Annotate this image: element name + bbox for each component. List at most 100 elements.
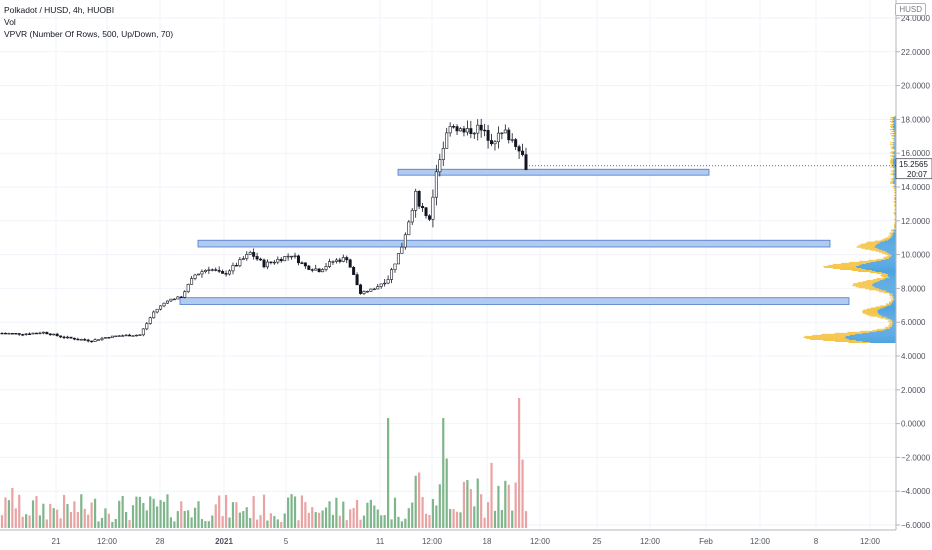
vpvr-row-up (893, 147, 896, 149)
vpvr-row-up (892, 144, 896, 146)
vpvr-row-down (888, 301, 893, 303)
vpvr-row-down (889, 302, 893, 304)
vpvr-row-down (890, 173, 893, 175)
vpvr-row-up (871, 269, 896, 271)
vpvr-row-down (864, 248, 879, 250)
volume-bar (231, 502, 235, 528)
vpvr-row-down (891, 156, 894, 158)
currency-badge[interactable]: HUSD (895, 3, 926, 16)
vpvr-row-down (883, 277, 890, 279)
volume-bar (100, 517, 104, 528)
volume-bar (138, 496, 141, 528)
volume-bar (387, 418, 390, 528)
candle-body (400, 246, 404, 254)
symbol-title[interactable]: Polkadot / HUSD, 4h, HUOBI (4, 5, 115, 15)
volume-bar (135, 496, 138, 528)
chart-grid (0, 0, 896, 530)
vpvr-row-down (894, 199, 895, 201)
vpvr-row-down (892, 169, 895, 171)
x-tick-label: 21 (52, 537, 61, 546)
candle-body (493, 141, 497, 145)
vpvr-row-up (889, 327, 896, 329)
volume-indicator-label[interactable]: Vol (4, 17, 16, 27)
vpvr-row-up (894, 149, 896, 151)
vpvr-row-down (893, 184, 895, 186)
vpvr-indicator-label[interactable]: VPVR (Number Of Rows, 500, Up/Down, 70) (4, 29, 174, 39)
volume-bar (424, 513, 428, 528)
vpvr-row-down (894, 208, 896, 210)
volume-bar (218, 495, 221, 528)
volume-bar (404, 518, 407, 528)
y-tick-label: −4.0000 (901, 487, 931, 496)
vpvr-row-up (893, 296, 896, 298)
volume-bar (459, 512, 462, 528)
vpvr-row-up (876, 330, 896, 332)
candle-body (286, 255, 290, 258)
vpvr-row-up (894, 226, 896, 228)
vpvr-row-down (894, 134, 895, 136)
vpvr-row-down (880, 305, 888, 307)
volume-bar (28, 515, 31, 528)
volume-bar (245, 507, 248, 528)
candle-body (165, 300, 169, 304)
candle-body (172, 298, 176, 301)
vpvr-row-up (894, 197, 896, 199)
vpvr-row-down (890, 323, 893, 325)
vpvr-row-down (821, 333, 856, 335)
vpvr-row-up (893, 119, 896, 121)
vpvr-row-up (846, 337, 896, 339)
volume-bar (224, 494, 228, 528)
candle-body (514, 139, 518, 147)
vpvr-row-down (877, 316, 886, 318)
vpvr-row-up (893, 163, 896, 165)
candle-body (379, 283, 383, 287)
vpvr-row-down (893, 145, 895, 147)
volume-bar (83, 508, 86, 528)
vpvr-row-down (892, 153, 894, 155)
volume-bar (66, 504, 69, 528)
vpvr-row-down (890, 133, 893, 135)
candle-body (300, 262, 304, 264)
vpvr-row-down (894, 168, 895, 170)
volume-bar (304, 502, 307, 528)
vpvr-row-down (861, 247, 877, 249)
volume-bar (380, 515, 383, 528)
vpvr-row-up (856, 265, 896, 267)
vpvr-row-up (887, 274, 896, 276)
candle-body (41, 331, 45, 334)
vpvr-row-up (893, 135, 896, 137)
vpvr-row-down (889, 162, 893, 164)
candle-body (79, 339, 83, 341)
candle-body (0, 332, 4, 335)
vpvr-row-up (894, 225, 896, 227)
vpvr-row-down (893, 176, 895, 178)
vpvr-row-down (890, 152, 893, 154)
volume-bar (42, 503, 45, 528)
candle-body (200, 271, 204, 275)
vpvr-row-up (894, 183, 896, 185)
vpvr-row-up (893, 299, 896, 301)
sr-zone (397, 168, 710, 176)
x-tick-label: 12:00 (860, 537, 881, 546)
vpvr-row-up (894, 213, 896, 215)
last-price-box (895, 158, 932, 180)
vpvr-row-up (885, 316, 896, 318)
vpvr-row-down (828, 264, 859, 266)
vpvr-row-up (894, 199, 896, 201)
vpvr-row-up (894, 130, 896, 132)
volume-bar (283, 513, 286, 528)
candle-body (293, 255, 297, 258)
candle-body (190, 278, 194, 285)
vpvr-row-down (877, 328, 886, 330)
vpvr-row-down (889, 232, 893, 234)
volume-bar (242, 511, 245, 528)
candle-body (334, 259, 338, 262)
vpvr-row-up (886, 251, 896, 253)
x-tick-label: 28 (156, 537, 165, 546)
vpvr-row-up (891, 254, 896, 256)
volume-bar (204, 521, 207, 528)
volume-bar (107, 513, 110, 528)
candle-body (324, 266, 328, 270)
vpvr-row-up (882, 307, 896, 309)
